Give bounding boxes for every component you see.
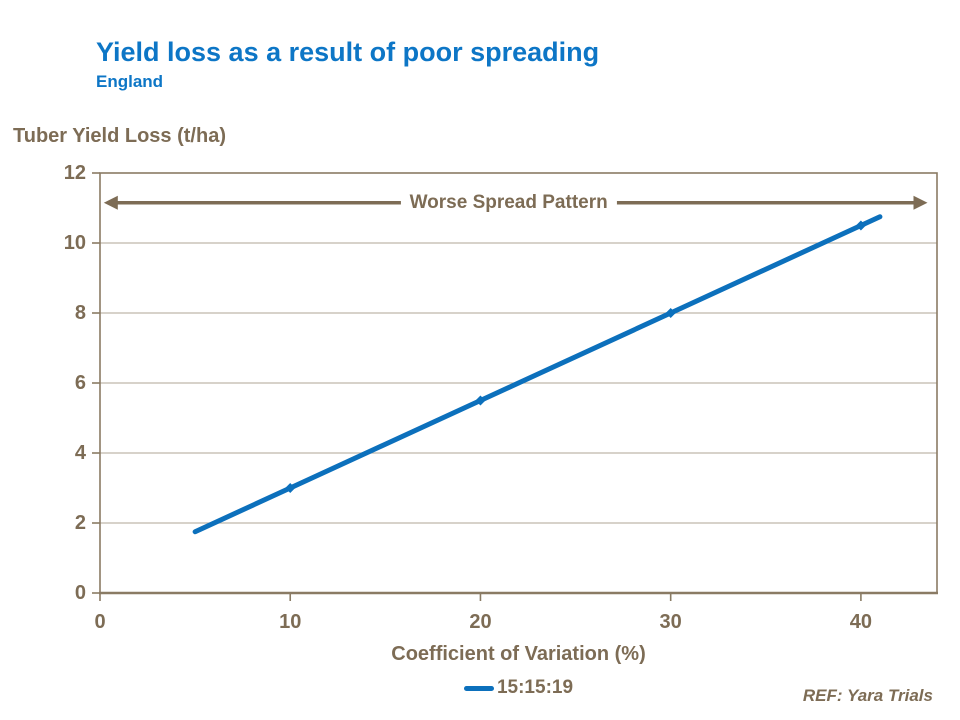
data-point-marker — [855, 220, 866, 231]
legend-series-label: 15:15:19 — [496, 677, 574, 698]
series-line-15:15:19 — [192, 214, 883, 535]
y-tick-label-12: 12 — [63, 162, 86, 184]
data-point-marker — [285, 483, 296, 493]
y-tick-label-10: 10 — [63, 232, 86, 254]
data-point-marker — [475, 395, 486, 406]
legend: 15:15:19 — [100, 676, 937, 700]
page-subtitle: England — [96, 72, 164, 91]
page-title: Yield loss as a result of poor spreading — [96, 37, 600, 67]
annotation-arrowhead-left — [103, 195, 118, 210]
reference-note: REF: Yara Trials — [802, 686, 933, 705]
y-tick-label-2: 2 — [74, 512, 86, 534]
annotation-arrowhead-right — [913, 195, 928, 210]
x-tick-label-0: 0 — [94, 611, 106, 633]
x-tick-label-20: 20 — [469, 611, 492, 633]
y-axis-title: Tuber Yield Loss (t/ha) — [13, 125, 226, 147]
x-tick-label-40: 40 — [849, 611, 873, 633]
legend-line-marker-icon — [463, 685, 494, 691]
x-tick-label-30: 30 — [659, 611, 682, 633]
y-tick-label-6: 6 — [74, 372, 86, 394]
x-tick-label-10: 10 — [279, 611, 302, 633]
y-tick-label-4: 4 — [74, 442, 86, 464]
worse-spread-pattern-annotation: Worse Spread Pattern — [400, 191, 617, 214]
data-point-marker — [665, 308, 676, 318]
y-tick-label-0: 0 — [74, 582, 86, 604]
x-axis-title: Coefficient of Variation (%) — [391, 643, 646, 665]
y-tick-label-8: 8 — [74, 302, 86, 324]
